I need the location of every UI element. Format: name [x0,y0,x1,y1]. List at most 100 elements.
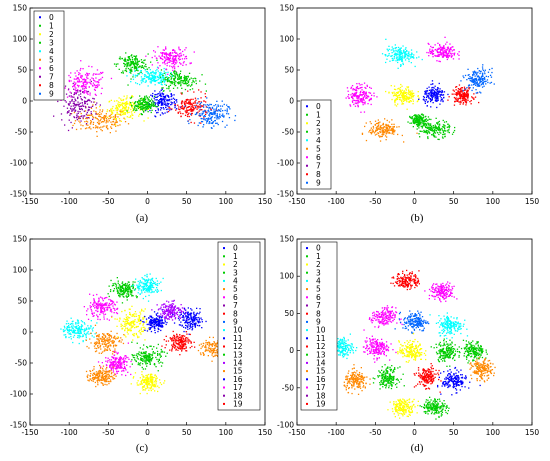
data-point [179,62,181,64]
data-point [437,96,439,98]
data-point [438,55,440,57]
data-point [363,99,365,101]
data-point [395,60,397,62]
data-point [475,84,477,86]
data-point [171,102,173,104]
data-point [464,98,466,100]
data-point [412,120,414,122]
data-point [419,130,421,132]
data-point [375,129,377,132]
data-point [441,98,443,100]
data-point [153,97,155,99]
data-point [173,60,176,62]
data-point [130,70,132,72]
data-point [411,53,413,55]
data-point [95,94,97,96]
data-point [159,73,161,76]
data-point [104,313,107,315]
data-point [408,90,410,92]
data-point [410,49,413,51]
data-point [85,81,87,83]
data-point [164,53,166,55]
data-point [116,325,118,327]
data-point [441,91,443,94]
data-point [157,46,159,48]
data-point [162,96,164,98]
data-point [213,108,215,110]
data-point [179,53,181,55]
data-point [161,54,163,56]
data-point [104,310,106,312]
data-point [384,129,386,131]
data-point [361,94,363,96]
data-point [156,280,159,282]
data-point [147,278,150,280]
data-point [157,62,159,64]
data-point [468,84,471,86]
data-point [192,104,194,107]
data-point [104,339,107,341]
data-point [84,91,86,94]
data-point [148,74,151,76]
data-point [137,336,139,339]
data-point [407,87,409,89]
data-point [157,104,160,106]
data-point [223,116,225,118]
data-point [465,98,467,100]
data-point [426,87,428,90]
legend-label: 5 [316,144,321,153]
data-point [214,112,216,114]
data-point [381,127,383,129]
data-point [441,49,443,51]
data-point [177,77,179,80]
data-point [143,111,145,113]
data-point [112,290,115,292]
data-point [99,344,102,347]
data-point [113,63,116,65]
data-point [437,91,439,94]
x-tick-label: 100 [219,197,234,206]
data-point [431,83,434,85]
data-point [171,77,173,79]
data-point [178,73,180,76]
data-point [473,70,476,72]
data-point [104,350,106,352]
data-point [163,52,165,54]
data-point [126,110,128,112]
data-point [125,320,127,323]
data-point [130,293,132,295]
data-point [95,343,97,345]
data-point [401,99,403,102]
data-point [108,295,110,298]
data-point [136,296,138,299]
data-point [464,93,466,95]
data-point [146,281,149,284]
data-point [84,105,86,108]
data-point [401,55,403,57]
data-point [383,131,386,133]
data-point [84,115,86,117]
data-point [128,111,130,113]
data-point [438,90,440,92]
data-point [483,76,486,79]
data-point [116,113,118,115]
data-point [456,94,458,97]
data-point [79,90,81,93]
data-point [184,58,186,60]
data-point [394,54,396,56]
data-point [429,48,431,50]
scatter-plot-a: -150 -100 -50 0 50 100 150150100500-50-100-150… [10,4,272,207]
data-point [110,99,112,101]
data-point [427,136,429,138]
data-point [211,127,213,129]
data-point [189,109,191,111]
data-point [370,131,372,134]
data-point [86,314,88,316]
data-point [129,63,132,65]
data-point [356,99,358,102]
data-point [161,58,163,60]
data-point [215,108,217,110]
data-point [145,321,147,323]
data-point [117,286,119,288]
data-point [127,56,129,58]
